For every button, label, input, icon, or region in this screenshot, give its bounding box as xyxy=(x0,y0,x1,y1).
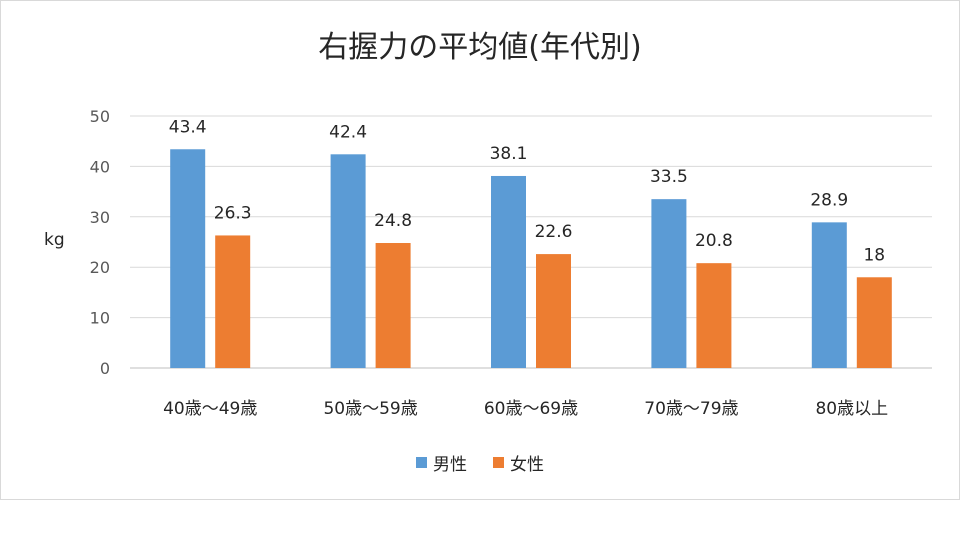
gridlines xyxy=(130,115,932,369)
bar-male xyxy=(491,175,526,368)
y-tick-label: 50 xyxy=(90,107,110,126)
data-label: 22.6 xyxy=(535,222,573,242)
x-tick-label: 60歳～69歳 xyxy=(484,399,578,419)
data-label: 28.9 xyxy=(810,190,848,210)
legend-item-male: 男性 xyxy=(416,450,467,475)
chart-frame xyxy=(0,0,960,500)
data-label: 42.4 xyxy=(329,122,367,142)
x-tick-label: 70歳～79歳 xyxy=(644,399,738,419)
x-tick-labels: 40歳～49歳 50歳～59歳 60歳～69歳 70歳～79歳 80歳以上 xyxy=(163,399,888,419)
x-tick-label: 40歳～49歳 xyxy=(163,399,257,419)
bar-female xyxy=(536,254,571,368)
data-label: 24.8 xyxy=(374,211,412,231)
y-tick-label: 10 xyxy=(90,309,110,328)
legend-item-female: 女性 xyxy=(493,450,544,475)
bar-female xyxy=(856,277,892,368)
data-label: 33.5 xyxy=(650,167,688,187)
bar-female xyxy=(375,243,411,368)
y-tick-label: 20 xyxy=(90,258,110,277)
bars xyxy=(170,149,892,368)
bar-male xyxy=(651,199,687,368)
x-tick-label: 80歳以上 xyxy=(815,399,888,419)
bar-male xyxy=(170,149,206,368)
y-tick-labels: 0 10 20 30 40 50 xyxy=(90,107,110,378)
data-label: 18 xyxy=(863,245,885,265)
data-label: 20.8 xyxy=(695,231,733,251)
legend-label-female: 女性 xyxy=(510,455,544,475)
y-tick-label: 30 xyxy=(90,208,110,227)
data-labels: 43.4 26.3 42.4 24.8 38.1 22.6 33.5 20.8 28.9 18 xyxy=(169,117,885,265)
y-tick-label: 0 xyxy=(100,359,110,378)
bar-male xyxy=(811,222,847,368)
bar-female xyxy=(215,235,251,368)
chart-plot: 0 10 20 30 40 50 43.4 26.3 42.4 24.8 38.1 22.6 33.5… xyxy=(90,107,932,419)
chart-title: 右握力の平均値(年代別) xyxy=(318,30,642,65)
data-label: 38.1 xyxy=(490,144,528,164)
data-label: 43.4 xyxy=(169,117,207,137)
bar-female xyxy=(696,263,732,368)
legend-label-male: 男性 xyxy=(433,455,467,475)
y-tick-label: 40 xyxy=(90,157,110,176)
legend-swatch-male xyxy=(416,457,427,468)
data-label: 26.3 xyxy=(214,203,252,223)
legend: 男性 女性 xyxy=(0,450,960,475)
legend-swatch-female xyxy=(493,457,504,468)
y-axis-label: kg xyxy=(44,230,65,250)
bar-male xyxy=(330,154,366,368)
x-tick-label: 50歳～59歳 xyxy=(323,399,417,419)
